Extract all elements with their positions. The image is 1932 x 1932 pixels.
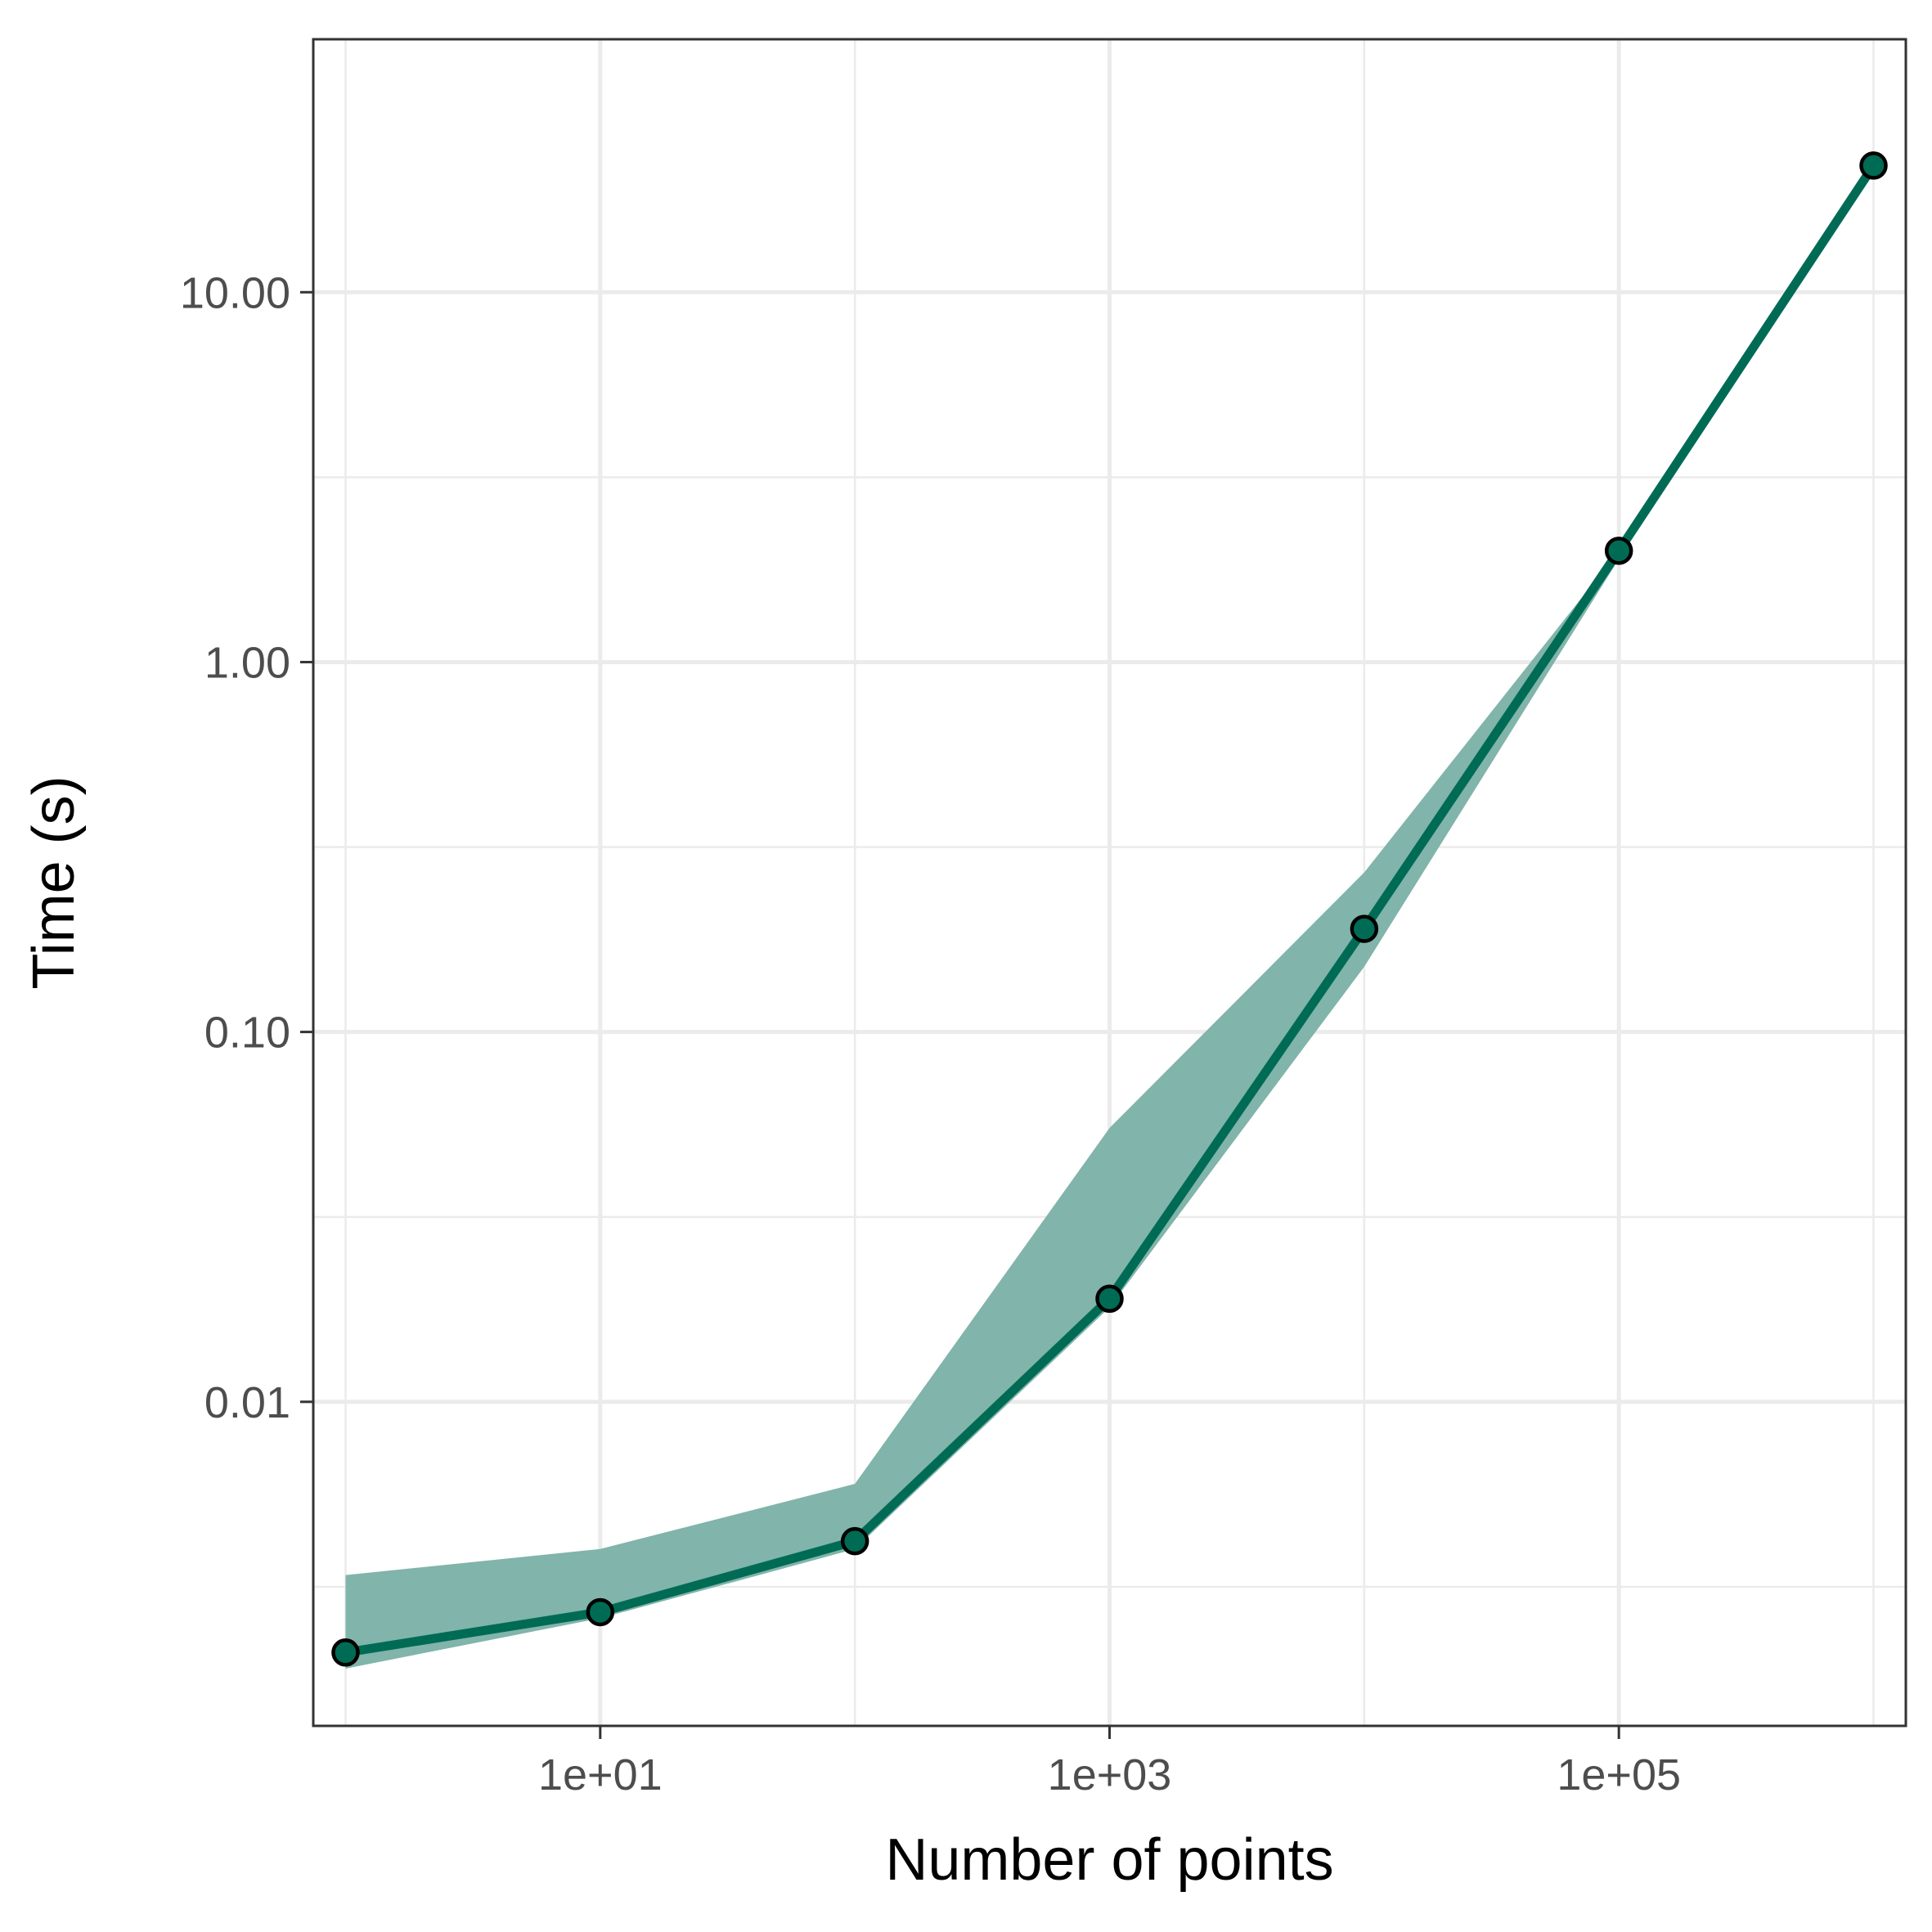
x-tick-label: 1e+01 [538, 1750, 663, 1799]
series-points [331, 151, 1888, 1667]
data-point [1604, 537, 1633, 565]
y-tick-label: 1.00 [204, 638, 290, 687]
axis-ticks [300, 290, 1620, 1739]
grid-major [313, 39, 1906, 1726]
x-tick-label: 1e+03 [1048, 1750, 1172, 1799]
y-axis-tick-labels: 0.01 0.10 1.00 10.00 [180, 268, 290, 1427]
data-point [1350, 914, 1379, 943]
x-axis-tick-labels: 1e+01 1e+03 1e+05 [538, 1750, 1681, 1799]
x-tick-label: 1e+05 [1557, 1750, 1681, 1799]
data-point [331, 1638, 360, 1667]
x-axis-title: Number of points [885, 1827, 1333, 1893]
data-point [1095, 1284, 1124, 1314]
y-tick-label: 10.00 [180, 268, 290, 317]
y-axis-title: Time (s) [21, 775, 87, 989]
data-point [586, 1597, 615, 1627]
y-tick-label: 0.10 [204, 1009, 290, 1058]
data-point [1859, 151, 1888, 180]
data-point [840, 1526, 869, 1556]
y-tick-label: 0.01 [204, 1378, 290, 1427]
